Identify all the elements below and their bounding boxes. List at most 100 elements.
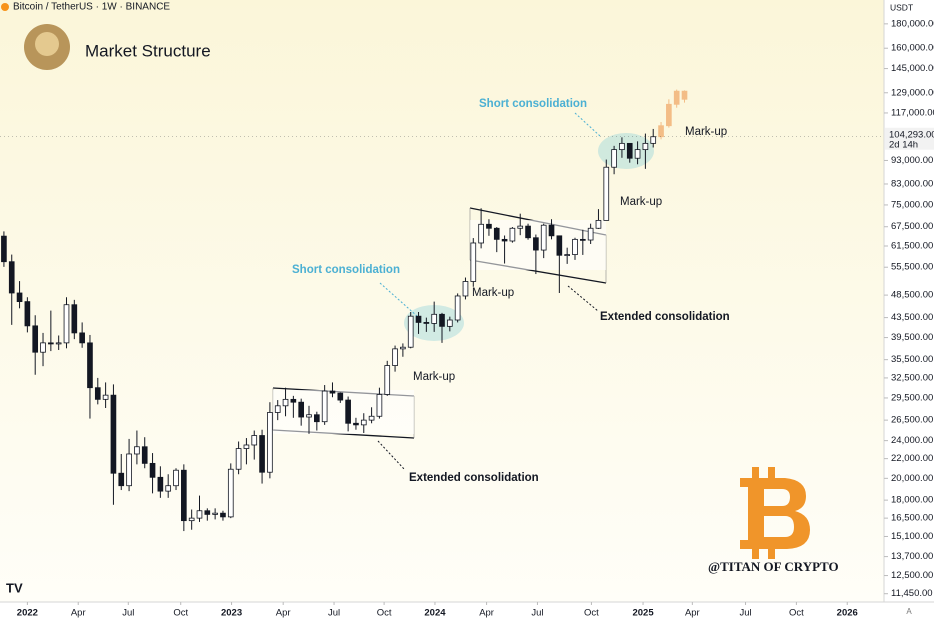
candle-body xyxy=(306,414,312,418)
candle-body xyxy=(517,225,524,229)
candle-body xyxy=(314,414,320,423)
x-tick-label: Oct xyxy=(377,608,392,619)
annotation: Mark-up xyxy=(685,126,727,138)
candle-body xyxy=(650,136,657,144)
candle-body xyxy=(243,444,250,449)
candle-body xyxy=(579,238,586,241)
candle-body xyxy=(345,399,351,424)
y-tick-label: 26,500.00 xyxy=(891,415,933,426)
candle-body xyxy=(439,313,445,327)
candle-body xyxy=(626,142,633,159)
candle-body xyxy=(431,313,438,324)
annotation: Mark-up xyxy=(620,196,662,208)
candle-body xyxy=(423,322,430,324)
candle-body xyxy=(321,390,328,423)
candle-body xyxy=(634,149,641,159)
candle-body xyxy=(134,446,140,455)
candle-body xyxy=(658,125,664,138)
candle-body xyxy=(384,365,391,395)
countdown: 2d 14h xyxy=(889,139,918,150)
y-tick-label: 16,500.00 xyxy=(891,513,933,524)
candle-body xyxy=(235,448,242,470)
candle-body xyxy=(165,485,172,492)
candle-body xyxy=(407,315,414,348)
y-tick-label: 75,000.00 xyxy=(891,199,933,210)
candle-body xyxy=(55,342,62,345)
y-tick-label: 24,000.00 xyxy=(891,435,933,446)
candle-body xyxy=(157,476,164,492)
candle-body xyxy=(337,392,344,401)
candle-body xyxy=(353,422,359,426)
y-tick-label: 29,500.00 xyxy=(891,392,933,403)
candle-body xyxy=(587,227,594,241)
chart-title: Market Structure xyxy=(85,41,211,60)
candle-body xyxy=(611,149,617,168)
candle-body xyxy=(400,346,406,350)
candle-body xyxy=(595,219,602,229)
candles xyxy=(1,89,688,532)
last-price-box xyxy=(885,127,934,150)
watermark: @TITAN OF CRYPTO xyxy=(708,559,839,574)
candle-body xyxy=(48,342,54,345)
y-tick-label: 22,000.00 xyxy=(891,453,933,464)
candle-body xyxy=(603,166,610,221)
x-tick-label: Apr xyxy=(685,608,700,619)
candle-body xyxy=(267,412,273,473)
candle-body xyxy=(493,227,500,240)
x-tick-label: 2022 xyxy=(17,608,38,619)
y-tick-label: 180,000.00 xyxy=(891,18,934,29)
y-tick-label: 11,450.00 xyxy=(891,588,933,599)
y-tick-label: 13,700.00 xyxy=(891,551,933,562)
candle-body xyxy=(126,453,132,487)
y-tick-label: 93,000.00 xyxy=(891,155,933,166)
candle-body xyxy=(274,405,281,413)
last-price-label: 104,293.00 xyxy=(889,129,934,140)
annotation: Short consolidation xyxy=(479,98,587,110)
candle-body xyxy=(525,225,531,239)
y-tick-label: 61,500.00 xyxy=(891,241,933,252)
price-axis-bg xyxy=(884,0,934,624)
y-tick-label: 39,500.00 xyxy=(891,332,933,343)
candle-body xyxy=(462,281,469,297)
candle-body xyxy=(259,435,265,473)
annotation: Extended consolidation xyxy=(409,472,539,484)
candle-body xyxy=(118,472,125,487)
x-tick-label: Jul xyxy=(531,608,543,619)
y-tick-label: 15,100.00 xyxy=(891,531,933,542)
candle-body xyxy=(392,348,398,366)
candle-body xyxy=(40,342,46,353)
y-tick-label: 129,000.00 xyxy=(891,87,934,98)
x-tick-label: Jul xyxy=(328,608,340,619)
candle-body xyxy=(63,304,70,344)
candle-body xyxy=(556,235,563,256)
candle-body xyxy=(540,224,547,251)
candle-body xyxy=(212,512,218,515)
y-tick-label: 67,500.00 xyxy=(891,221,933,232)
x-tick-label: Jul xyxy=(122,608,134,619)
candle-body xyxy=(188,517,195,522)
bitcoin-logo xyxy=(740,467,810,559)
tv-logo: TV xyxy=(6,580,23,595)
candle-body xyxy=(149,462,156,478)
candle-body xyxy=(446,319,453,327)
candle-body xyxy=(666,103,672,127)
candle-body xyxy=(415,315,422,323)
candle-body xyxy=(619,142,625,151)
y-tick-label: 55,500.00 xyxy=(891,262,933,273)
candle-body xyxy=(509,227,516,242)
symbol-header: Bitcoin / TetherUS · 1W · BINANCE xyxy=(13,2,170,13)
annotation: Extended consolidation xyxy=(600,311,730,323)
candle-body xyxy=(360,419,367,426)
candle-body xyxy=(486,223,492,229)
currency-label: USDT xyxy=(890,2,913,12)
annotation: Mark-up xyxy=(413,371,455,383)
x-tick-label: Apr xyxy=(479,608,494,619)
x-tick-label: Oct xyxy=(584,608,599,619)
candle-body xyxy=(110,394,117,474)
symbol-icon xyxy=(1,3,9,11)
candle-body xyxy=(478,223,484,244)
x-tick-label: Oct xyxy=(173,608,188,619)
scale-mode[interactable]: A xyxy=(906,607,912,616)
x-tick-label: Jul xyxy=(739,608,751,619)
